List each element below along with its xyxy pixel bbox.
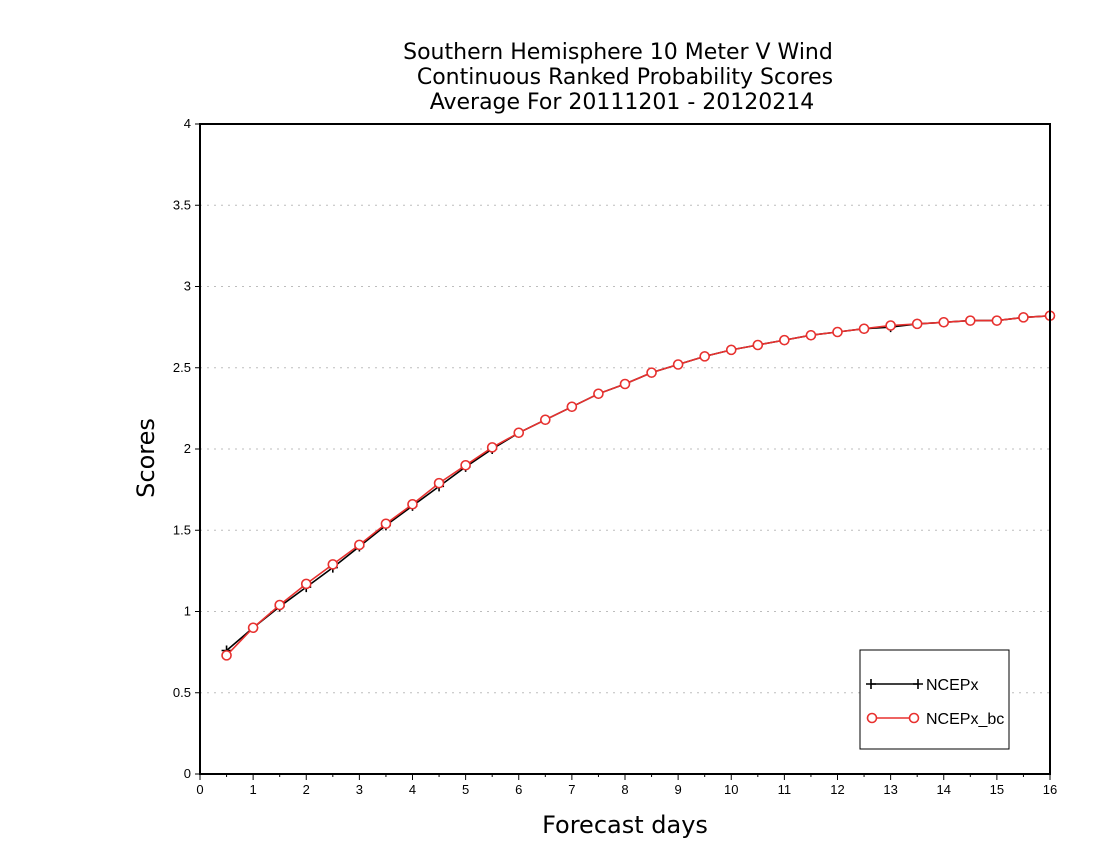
data-point-ncepx-bc: [646, 367, 657, 378]
data-point-ncepx-bc: [433, 477, 445, 489]
y-tick-label: 2: [184, 441, 191, 456]
x-tick-label: 3: [356, 782, 363, 797]
data-point-ncepx-bc: [327, 559, 339, 570]
series-ncepx: [221, 310, 1055, 656]
data-point-ncepx-bc: [725, 344, 737, 356]
x-tick-label: 10: [724, 782, 738, 797]
data-point-ncepx-bc: [274, 599, 285, 611]
title-line-3: Average For 20111201 - 20120214: [430, 90, 815, 115]
legend-label-ncepx: NCEPx: [926, 677, 978, 694]
grid: [200, 204, 1050, 694]
plot-frame: [199, 123, 1051, 775]
x-tick-label: 8: [621, 782, 628, 797]
y-tick-label: 3: [184, 279, 191, 294]
x-tick-label: 4: [409, 782, 416, 797]
x-tick-label: 12: [830, 782, 844, 797]
data-point-ncepx-bc: [380, 518, 392, 530]
data-point-ncepx-bc: [965, 315, 976, 326]
data-point-ncepx-bc: [805, 329, 817, 341]
data-point-ncepx-bc: [566, 401, 578, 413]
series-ncepx-bc: [221, 310, 1056, 661]
x-tick-label: 15: [990, 782, 1004, 797]
legend-marker-circle-icon: [866, 712, 878, 724]
data-point-ncepx-bc: [991, 315, 1003, 326]
x-tick-label: 5: [462, 782, 469, 797]
data-point-ncepx-bc: [779, 334, 790, 346]
data-point-ncepx-bc: [221, 650, 232, 661]
data-point-ncepx-bc: [593, 388, 604, 400]
data-point-ncepx-bc: [300, 578, 312, 590]
axis-ticks: 00.511.522.533.540 1 2 3 4 5 6 7 8 9 10 11 12 13 14 15 1…: [173, 116, 1057, 797]
x-tick-label: 0: [196, 782, 203, 797]
y-tick-label: 0.5: [173, 685, 191, 700]
legend-marker-plus-icon: [866, 679, 923, 689]
data-point-ncepx-bc: [752, 339, 764, 351]
x-tick-label: 13: [883, 782, 897, 797]
data-point-ncepx-bc: [672, 359, 684, 370]
data-point-ncepx-bc: [619, 378, 631, 390]
legend-item-ncepx-bc: NCEPx_bc: [866, 711, 1004, 728]
data-point-ncepx-bc: [1018, 312, 1029, 323]
data-point-ncepx-bc: [885, 320, 896, 331]
y-tick-label: 2.5: [173, 360, 191, 375]
x-tick-label: 14: [937, 782, 951, 797]
legend-box: [859, 649, 1010, 750]
y-tick-label: 0: [184, 766, 191, 781]
legend-item-ncepx: NCEPx: [866, 677, 978, 694]
y-tick-label: 3.5: [173, 197, 191, 212]
data-point-ncepx-bc: [540, 414, 551, 426]
series: [221, 310, 1056, 661]
y-tick-label: 1.5: [173, 522, 191, 537]
x-tick-label: 9: [675, 782, 682, 797]
legend-label-ncepx-bc: NCEPx_bc: [926, 711, 1004, 728]
data-point-ncepx-bc: [513, 427, 525, 439]
series-line-ncepx: [226, 315, 1051, 652]
title-line-1: Southern Hemisphere 10 Meter V Wind: [403, 40, 833, 65]
legend: NCEPx NCEPx_bc: [859, 649, 1010, 750]
data-point-ncepx-bc: [911, 318, 923, 330]
chart-title: Southern Hemisphere 10 Meter V Wind Cont…: [403, 40, 833, 115]
data-point-ncepx-bc: [858, 323, 870, 335]
x-tick-label: 6: [515, 782, 522, 797]
data-point-ncepx-bc: [460, 459, 471, 471]
data-point-ncepx-bc: [486, 442, 498, 453]
title-line-2: Continuous Ranked Probability Scores: [417, 65, 833, 90]
x-tick-label: 7: [568, 782, 575, 797]
x-tick-label: 2: [303, 782, 310, 797]
data-point-ncepx-bc: [699, 351, 710, 362]
data-point-ncepx-bc: [354, 539, 365, 551]
series-line-ncepx-bc: [226, 315, 1051, 656]
x-tick-label: 16: [1043, 782, 1057, 797]
y-tick-label: 1: [184, 604, 191, 619]
legend-marker-circle-icon: [908, 712, 920, 724]
data-point-ncepx-bc: [407, 498, 418, 510]
data-point-ncepx-bc: [247, 622, 259, 634]
x-tick-label: 11: [778, 782, 792, 797]
y-tick-label: 4: [184, 116, 191, 131]
y-axis-label: Scores: [132, 418, 160, 498]
data-point-ncepx-bc: [832, 326, 843, 338]
data-point-ncepx-bc: [938, 316, 950, 328]
x-tick-label: 1: [250, 782, 257, 797]
x-axis-label: Forecast days: [542, 811, 708, 839]
